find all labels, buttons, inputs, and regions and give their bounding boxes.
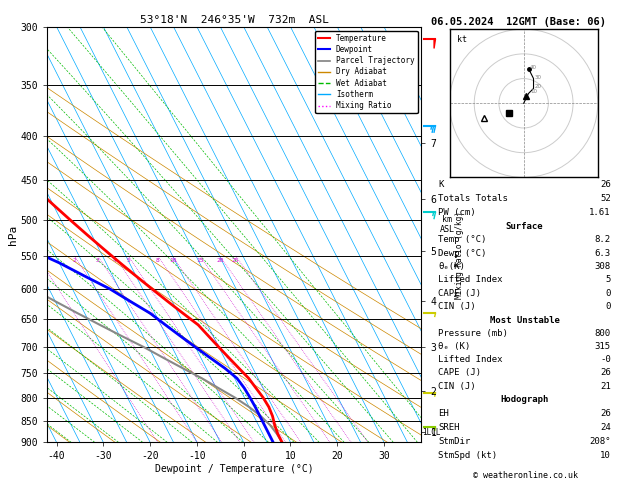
Text: 26: 26 — [600, 180, 611, 189]
Text: 0: 0 — [606, 289, 611, 298]
Text: 0: 0 — [606, 302, 611, 311]
Text: Surface: Surface — [506, 222, 543, 231]
Text: 15: 15 — [196, 258, 204, 263]
Text: Dewp (°C): Dewp (°C) — [438, 249, 487, 258]
Polygon shape — [434, 39, 435, 49]
Text: Hodograph: Hodograph — [501, 395, 548, 404]
Text: StmSpd (kt): StmSpd (kt) — [438, 451, 498, 460]
Text: CIN (J): CIN (J) — [438, 382, 476, 391]
Text: 06.05.2024  12GMT (Base: 06): 06.05.2024 12GMT (Base: 06) — [431, 17, 606, 27]
Text: PW (cm): PW (cm) — [438, 208, 476, 217]
Text: -0: -0 — [600, 355, 611, 364]
Text: 6.3: 6.3 — [594, 249, 611, 258]
Text: Pressure (mb): Pressure (mb) — [438, 329, 508, 338]
Text: 10: 10 — [169, 258, 176, 263]
Text: Lifted Index: Lifted Index — [438, 355, 503, 364]
Text: 24: 24 — [600, 423, 611, 432]
Text: kt: kt — [457, 35, 467, 44]
Text: 20: 20 — [216, 258, 224, 263]
Text: Mixing Ratio (g/kg): Mixing Ratio (g/kg) — [455, 211, 464, 299]
Title: 53°18'N  246°35'W  732m  ASL: 53°18'N 246°35'W 732m ASL — [140, 15, 329, 25]
Text: 800: 800 — [594, 329, 611, 338]
Text: CAPE (J): CAPE (J) — [438, 368, 481, 378]
Text: 26: 26 — [600, 409, 611, 418]
Text: 20: 20 — [535, 85, 542, 89]
Text: Lifted Index: Lifted Index — [438, 276, 503, 284]
Text: 1LCL: 1LCL — [422, 428, 440, 437]
X-axis label: Dewpoint / Temperature (°C): Dewpoint / Temperature (°C) — [155, 464, 314, 474]
Text: Temp (°C): Temp (°C) — [438, 235, 487, 244]
Text: 52: 52 — [600, 194, 611, 203]
Text: CAPE (J): CAPE (J) — [438, 289, 481, 298]
Text: 10: 10 — [600, 451, 611, 460]
Text: 30: 30 — [535, 74, 542, 80]
Text: © weatheronline.co.uk: © weatheronline.co.uk — [473, 471, 577, 480]
Text: StmDir: StmDir — [438, 437, 470, 446]
Text: 1.61: 1.61 — [589, 208, 611, 217]
Text: 5: 5 — [606, 276, 611, 284]
Text: 26: 26 — [600, 368, 611, 378]
Text: K: K — [438, 180, 443, 189]
Legend: Temperature, Dewpoint, Parcel Trajectory, Dry Adiabat, Wet Adiabat, Isotherm, Mi: Temperature, Dewpoint, Parcel Trajectory… — [315, 31, 418, 113]
Text: 25: 25 — [232, 258, 240, 263]
Text: 8: 8 — [156, 258, 160, 263]
Y-axis label: km
ASL: km ASL — [440, 215, 455, 235]
Text: Totals Totals: Totals Totals — [438, 194, 508, 203]
Text: 8.2: 8.2 — [594, 235, 611, 244]
Text: 21: 21 — [600, 382, 611, 391]
Text: θₑ (K): θₑ (K) — [438, 342, 470, 351]
Text: 3: 3 — [96, 258, 99, 263]
Text: CIN (J): CIN (J) — [438, 302, 476, 311]
Text: 208°: 208° — [589, 437, 611, 446]
Text: 2: 2 — [72, 258, 76, 263]
Text: 308: 308 — [594, 262, 611, 271]
Text: 40: 40 — [530, 65, 537, 69]
Text: 315: 315 — [594, 342, 611, 351]
Text: SREH: SREH — [438, 423, 460, 432]
Text: 4: 4 — [113, 258, 116, 263]
Text: 10: 10 — [530, 89, 537, 94]
Text: θₑ(K): θₑ(K) — [438, 262, 465, 271]
Text: Most Unstable: Most Unstable — [489, 315, 560, 325]
Text: 5: 5 — [126, 258, 130, 263]
Y-axis label: hPa: hPa — [8, 225, 18, 244]
Text: EH: EH — [438, 409, 449, 418]
